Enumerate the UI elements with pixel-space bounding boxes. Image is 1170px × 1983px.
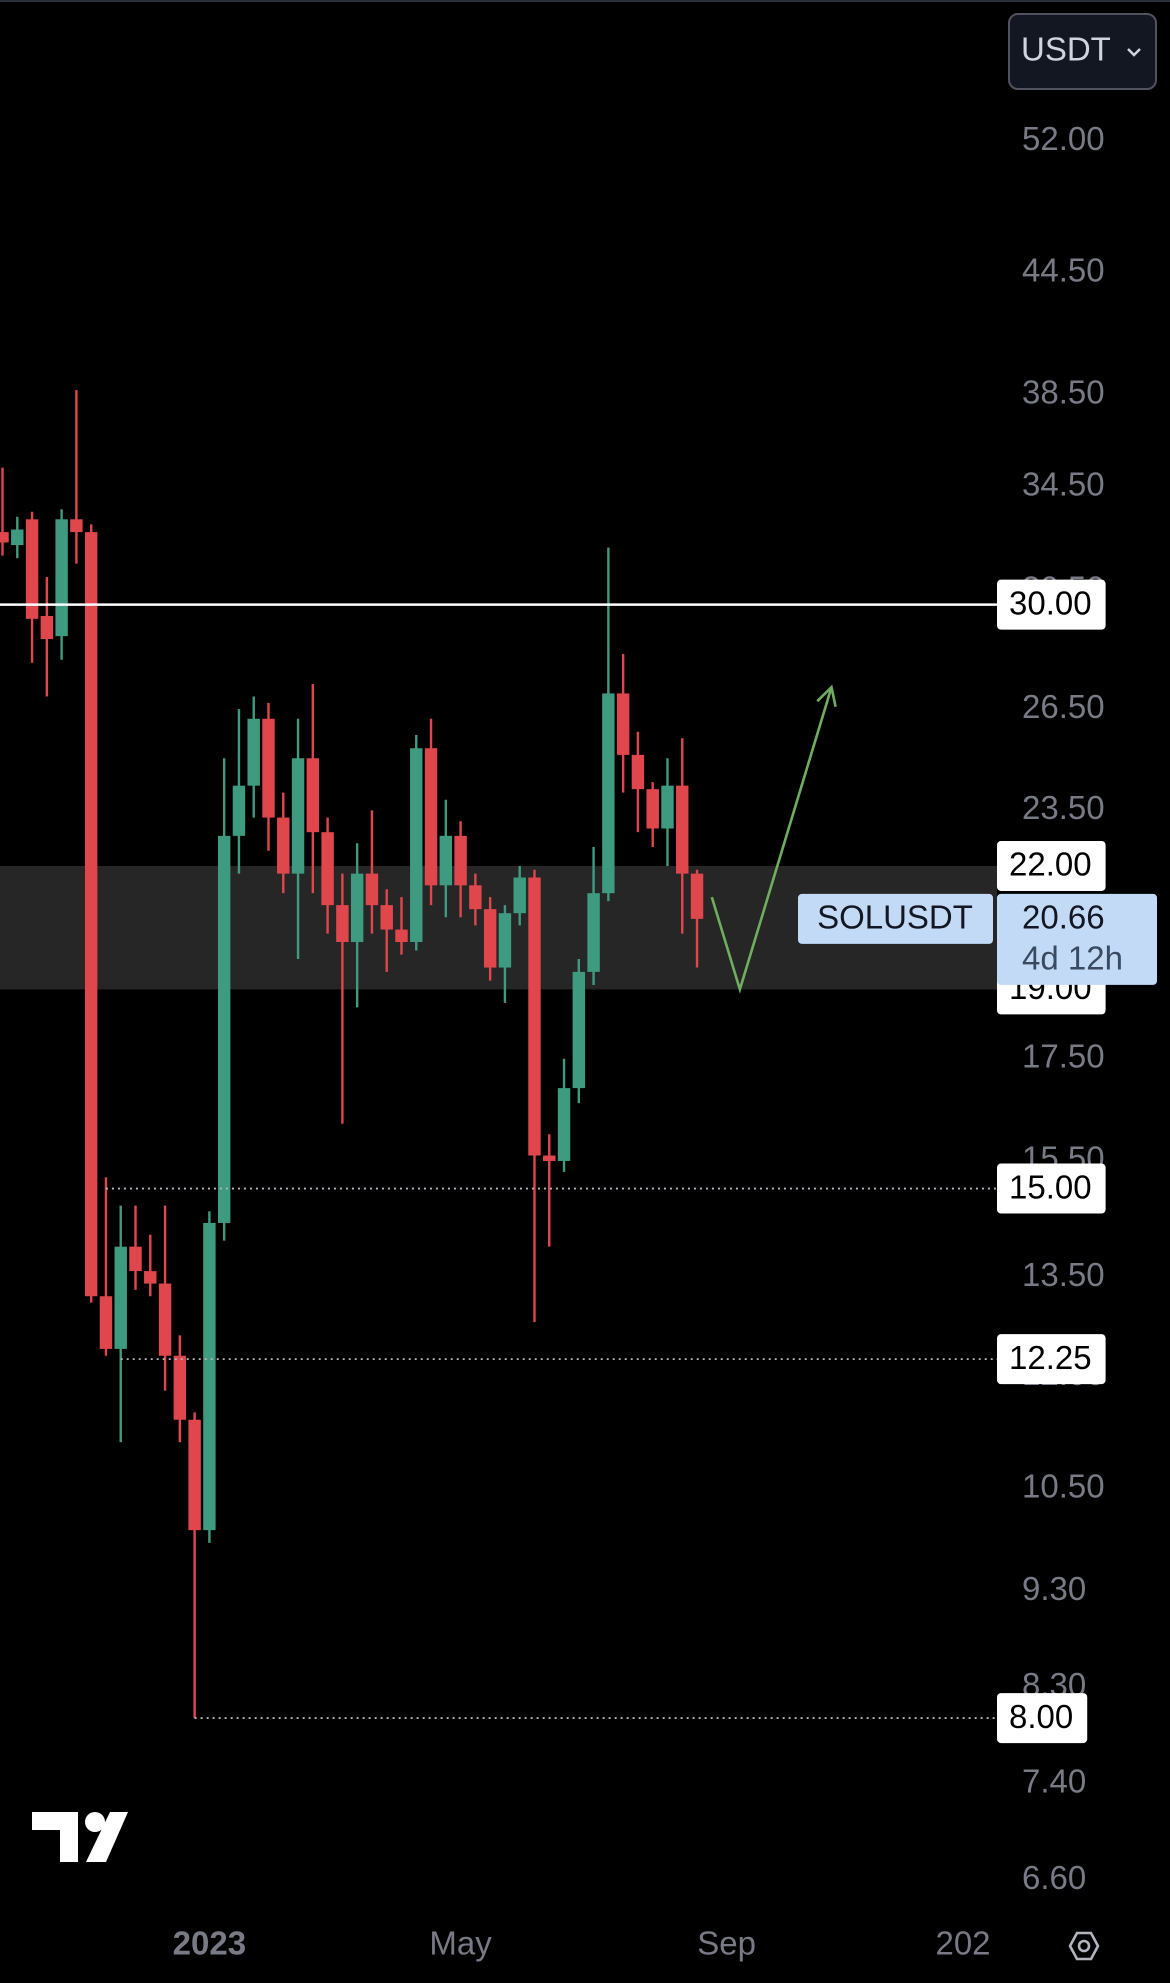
candle-body — [513, 877, 526, 914]
candle-body — [55, 519, 68, 637]
candle-body — [158, 1283, 172, 1356]
currency-button-chevron[interactable] — [1127, 48, 1141, 57]
candle-body — [11, 529, 24, 546]
projection-arrow — [710, 686, 833, 994]
candle-body — [114, 1246, 127, 1349]
candle-body — [232, 785, 246, 836]
currency-button-box[interactable] — [1008, 13, 1157, 90]
symbol-label-box — [798, 893, 993, 944]
logo-7 — [32, 1812, 78, 1862]
level-label: 30.00 — [997, 579, 1106, 630]
candle-body — [616, 693, 630, 755]
x-tick-label: 2023 — [173, 1925, 246, 1962]
x-tick-label: Sep — [697, 1925, 756, 1962]
y-tick-label: 52.00 — [1022, 120, 1105, 157]
candle-body — [454, 835, 467, 886]
last-price-box — [997, 893, 1157, 985]
level-label-text: 8.00 — [1009, 1698, 1073, 1735]
candle-body — [336, 905, 349, 943]
level-label: 8.00 — [997, 1693, 1088, 1744]
y-tick-label: 9.30 — [1022, 1570, 1086, 1607]
y-tick-label: 26.50 — [1022, 688, 1105, 725]
candle-body — [424, 748, 438, 886]
candle-body — [188, 1419, 201, 1531]
candle-body — [173, 1355, 187, 1420]
candle-body — [84, 532, 98, 1297]
level-label: 12.25 — [997, 1334, 1106, 1385]
y-tick-label: 44.50 — [1022, 251, 1105, 288]
currency-button[interactable]: USDT — [1008, 13, 1157, 90]
level-label-box — [997, 1693, 1088, 1744]
zone-high-label-text: 22.00 — [1009, 846, 1092, 883]
candle-body — [380, 905, 393, 930]
x-tick-label: May — [429, 1925, 492, 1962]
candle-body — [129, 1246, 142, 1272]
level-label-box — [997, 579, 1106, 630]
candle-body — [217, 835, 231, 1223]
candle-body — [350, 873, 364, 943]
y-tick-label: 7.40 — [1022, 1762, 1086, 1799]
candle-body — [528, 877, 541, 1156]
settings-icon[interactable] — [1068, 1931, 1100, 1961]
settings-hexagon[interactable] — [1068, 1931, 1100, 1961]
candle-body — [291, 758, 305, 874]
level-label-text: 30.00 — [1009, 584, 1092, 621]
candle-body — [587, 893, 600, 972]
candle-body — [439, 835, 453, 886]
y-tick-label: 6.60 — [1022, 1859, 1086, 1896]
candle-body — [247, 718, 260, 786]
candle-body — [690, 873, 704, 919]
candle-body — [40, 615, 54, 640]
logo-v — [86, 1812, 128, 1862]
settings-center[interactable] — [1077, 1939, 1091, 1953]
level-label-text: 12.25 — [1009, 1339, 1092, 1376]
y-tick-label: 23.50 — [1022, 789, 1105, 826]
y-tick-label: 10.50 — [1022, 1468, 1105, 1505]
candle-body — [410, 748, 423, 943]
candle-body — [395, 929, 408, 943]
candle-body — [99, 1296, 113, 1349]
candle-body — [483, 909, 497, 968]
candle-body — [572, 971, 586, 1089]
candle-body — [631, 754, 645, 790]
tradingview-logo — [32, 1812, 128, 1862]
level-label-text: 15.00 — [1009, 1168, 1092, 1205]
zone-high-label-box — [997, 840, 1106, 891]
candle-body — [321, 832, 334, 906]
candle-body — [469, 885, 482, 910]
candle-body — [262, 718, 275, 818]
level-label-box — [997, 1163, 1106, 1214]
candle-body — [25, 519, 39, 619]
zone-high-label: 22.00 — [997, 840, 1106, 891]
projection-arrowhead — [816, 684, 837, 708]
y-tick-label: 17.50 — [1022, 1037, 1105, 1074]
candle-body — [646, 789, 659, 829]
y-tick-label: 34.50 — [1022, 466, 1105, 503]
currency-button-text[interactable]: USDT — [1021, 31, 1111, 68]
candle-body — [203, 1222, 216, 1531]
candle-body — [661, 785, 674, 829]
level-label: 15.00 — [997, 1163, 1106, 1214]
level-label-box — [997, 1334, 1106, 1385]
candle-body — [543, 1155, 556, 1161]
candle-body — [602, 693, 615, 894]
candle-body — [70, 519, 83, 533]
y-tick-label: 38.50 — [1022, 373, 1105, 410]
candle-body — [277, 817, 290, 874]
symbol-label: SOLUSDT — [817, 899, 973, 936]
candle-body — [676, 785, 689, 874]
candle-body — [144, 1271, 157, 1284]
logo-dot — [85, 1812, 105, 1832]
candle-body — [365, 873, 379, 906]
candle-body — [557, 1088, 571, 1161]
candle-body — [306, 758, 320, 833]
y-tick-label: 13.50 — [1022, 1256, 1105, 1293]
countdown-label: 4d 12h — [1022, 940, 1123, 977]
x-tick-label: 202 — [935, 1925, 990, 1962]
candle-body — [498, 913, 512, 968]
last-price-label: 20.66 — [1022, 899, 1105, 936]
candle-body — [0, 532, 9, 543]
